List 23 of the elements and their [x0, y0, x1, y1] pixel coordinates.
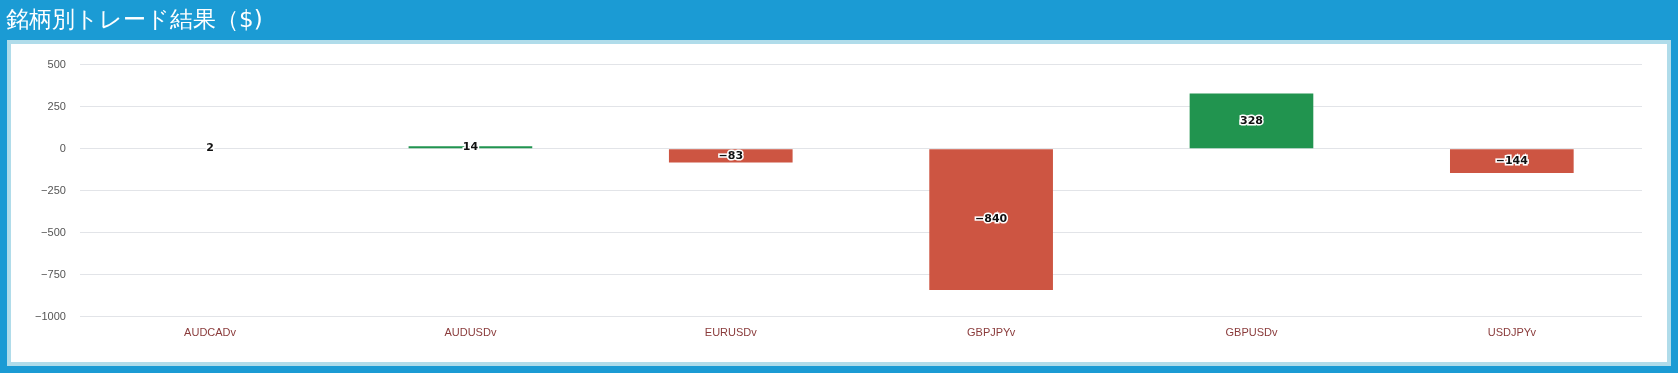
data-label: 328 — [1239, 113, 1263, 127]
bar — [1189, 93, 1314, 149]
bar — [1449, 149, 1574, 173]
data-label: −144 — [1495, 153, 1529, 167]
data-label: 2 — [206, 141, 214, 155]
y-tick-label: 0 — [59, 141, 66, 154]
chart-title: 銘柄別トレード結果（$) — [6, 5, 263, 34]
x-tick-label: EURUSDv — [704, 326, 758, 339]
data-label: −83 — [718, 148, 744, 162]
y-tick-label: −1000 — [34, 309, 66, 322]
bar — [668, 149, 793, 163]
y-tick-label: 500 — [47, 57, 66, 70]
x-tick-label: AUDCADv — [184, 326, 237, 339]
x-tick-label: USDJPYv — [1487, 326, 1537, 339]
y-tick-label: 250 — [47, 99, 66, 112]
x-tick-label: AUDUSDv — [444, 326, 497, 339]
y-tick-label: −250 — [41, 183, 66, 196]
x-tick-label: GBPUSDv — [1225, 326, 1278, 339]
y-tick-label: −750 — [41, 267, 66, 280]
bar — [929, 149, 1053, 290]
x-tick-label: GBPJPYv — [966, 326, 1016, 339]
data-label: −840 — [975, 212, 1008, 226]
y-tick-label: −500 — [41, 225, 66, 238]
